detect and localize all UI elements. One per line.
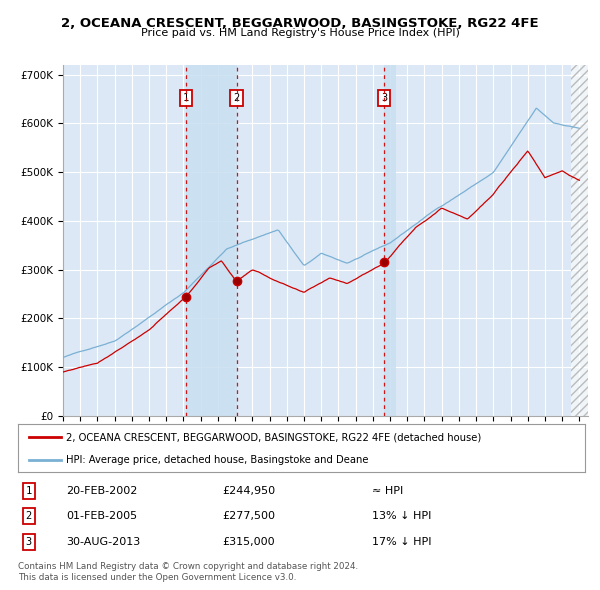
Text: 1: 1	[26, 486, 32, 496]
Text: 20-FEB-2002: 20-FEB-2002	[66, 486, 137, 496]
Text: Contains HM Land Registry data © Crown copyright and database right 2024.
This d: Contains HM Land Registry data © Crown c…	[18, 562, 358, 582]
Text: 17% ↓ HPI: 17% ↓ HPI	[372, 537, 431, 546]
Text: £244,950: £244,950	[222, 486, 275, 496]
Text: £315,000: £315,000	[222, 537, 275, 546]
Text: HPI: Average price, detached house, Basingstoke and Deane: HPI: Average price, detached house, Basi…	[66, 455, 368, 465]
Text: ≈ HPI: ≈ HPI	[372, 486, 403, 496]
Text: £277,500: £277,500	[222, 511, 275, 520]
Text: 2, OCEANA CRESCENT, BEGGARWOOD, BASINGSTOKE, RG22 4FE: 2, OCEANA CRESCENT, BEGGARWOOD, BASINGST…	[61, 17, 539, 30]
Text: 2, OCEANA CRESCENT, BEGGARWOOD, BASINGSTOKE, RG22 4FE (detached house): 2, OCEANA CRESCENT, BEGGARWOOD, BASINGST…	[66, 432, 481, 442]
Text: 1: 1	[182, 93, 189, 103]
Bar	[384, 65, 396, 416]
Text: 01-FEB-2005: 01-FEB-2005	[66, 511, 137, 520]
Bar	[571, 65, 590, 416]
Text: 2: 2	[26, 511, 32, 520]
Bar	[571, 65, 590, 416]
Text: Price paid vs. HM Land Registry's House Price Index (HPI): Price paid vs. HM Land Registry's House …	[140, 28, 460, 38]
Text: 3: 3	[381, 93, 388, 103]
Bar	[186, 65, 236, 416]
Text: 13% ↓ HPI: 13% ↓ HPI	[372, 511, 431, 520]
Text: 30-AUG-2013: 30-AUG-2013	[66, 537, 140, 546]
Text: 2: 2	[233, 93, 239, 103]
Text: 3: 3	[26, 537, 32, 546]
